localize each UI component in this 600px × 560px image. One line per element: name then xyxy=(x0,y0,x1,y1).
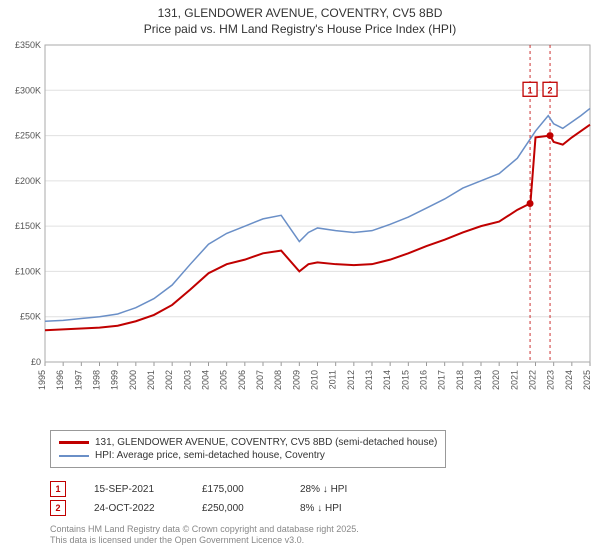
svg-text:2010: 2010 xyxy=(310,370,320,390)
svg-text:2009: 2009 xyxy=(291,370,301,390)
sale-marker-1: 1 xyxy=(50,481,66,497)
chart-container: 131, GLENDOWER AVENUE, COVENTRY, CV5 8BD… xyxy=(0,0,600,560)
chart-title: 131, GLENDOWER AVENUE, COVENTRY, CV5 8BD… xyxy=(0,0,600,37)
sale-delta-1: 28% ↓ HPI xyxy=(300,484,347,495)
legend-swatch-property xyxy=(59,441,89,444)
legend-label-hpi: HPI: Average price, semi-detached house,… xyxy=(95,450,325,461)
svg-text:1: 1 xyxy=(528,85,533,95)
svg-text:£250K: £250K xyxy=(15,131,41,141)
svg-text:2018: 2018 xyxy=(455,370,465,390)
sale-row-2: 2 24-OCT-2022 £250,000 8% ↓ HPI xyxy=(50,500,347,516)
svg-text:2014: 2014 xyxy=(382,370,392,390)
legend-row-hpi: HPI: Average price, semi-detached house,… xyxy=(59,450,437,461)
svg-text:2004: 2004 xyxy=(201,370,211,390)
sale-price-1: £175,000 xyxy=(202,484,272,495)
svg-text:£300K: £300K xyxy=(15,85,41,95)
svg-text:2000: 2000 xyxy=(128,370,138,390)
svg-text:2025: 2025 xyxy=(582,370,592,390)
svg-text:£200K: £200K xyxy=(15,176,41,186)
svg-text:2011: 2011 xyxy=(328,370,338,389)
svg-text:2024: 2024 xyxy=(564,370,574,390)
svg-text:£350K: £350K xyxy=(15,40,41,50)
sale-delta-2: 8% ↓ HPI xyxy=(300,503,342,514)
title-line1: 131, GLENDOWER AVENUE, COVENTRY, CV5 8BD xyxy=(0,6,600,22)
attribution: Contains HM Land Registry data © Crown c… xyxy=(50,524,359,546)
sale-row-1: 1 15-SEP-2021 £175,000 28% ↓ HPI xyxy=(50,481,347,497)
svg-text:2019: 2019 xyxy=(473,370,483,390)
title-line2: Price paid vs. HM Land Registry's House … xyxy=(0,22,600,38)
chart-area: £0 £50K £100K £150K £200K £250K £300K £350K 1995… xyxy=(0,37,600,417)
sale-price-2: £250,000 xyxy=(202,503,272,514)
legend-label-property: 131, GLENDOWER AVENUE, COVENTRY, CV5 8BD… xyxy=(95,437,437,448)
svg-text:1998: 1998 xyxy=(92,370,102,390)
legend-row-property: 131, GLENDOWER AVENUE, COVENTRY, CV5 8BD… xyxy=(59,437,437,448)
svg-text:2006: 2006 xyxy=(237,370,247,390)
svg-text:2002: 2002 xyxy=(164,370,174,390)
svg-text:2023: 2023 xyxy=(546,370,556,390)
svg-text:1996: 1996 xyxy=(55,370,65,390)
svg-text:2017: 2017 xyxy=(437,370,447,390)
svg-text:2012: 2012 xyxy=(346,370,356,390)
sale-date-2: 24-OCT-2022 xyxy=(94,503,174,514)
attribution-line1: Contains HM Land Registry data © Crown c… xyxy=(50,524,359,535)
svg-text:2003: 2003 xyxy=(182,370,192,390)
attribution-line2: This data is licensed under the Open Gov… xyxy=(50,535,359,546)
svg-text:1995: 1995 xyxy=(37,370,47,390)
svg-text:1997: 1997 xyxy=(73,370,83,390)
svg-text:£150K: £150K xyxy=(15,221,41,231)
svg-text:£0: £0 xyxy=(31,357,41,367)
svg-text:2: 2 xyxy=(548,85,553,95)
svg-text:2022: 2022 xyxy=(528,370,538,390)
svg-text:2001: 2001 xyxy=(146,370,156,390)
svg-text:2015: 2015 xyxy=(400,370,410,390)
svg-text:2008: 2008 xyxy=(273,370,283,390)
svg-text:£50K: £50K xyxy=(20,312,41,322)
legend: 131, GLENDOWER AVENUE, COVENTRY, CV5 8BD… xyxy=(50,430,446,468)
svg-text:£100K: £100K xyxy=(15,267,41,277)
svg-text:2013: 2013 xyxy=(364,370,374,390)
svg-text:2007: 2007 xyxy=(255,370,265,390)
svg-text:2005: 2005 xyxy=(219,370,229,390)
svg-text:2021: 2021 xyxy=(509,370,519,390)
svg-text:2016: 2016 xyxy=(419,370,429,390)
line-chart: £0 £50K £100K £150K £200K £250K £300K £350K 1995… xyxy=(0,37,600,417)
svg-text:1999: 1999 xyxy=(110,370,120,390)
sale-table: 1 15-SEP-2021 £175,000 28% ↓ HPI 2 24-OC… xyxy=(50,478,347,519)
svg-text:2020: 2020 xyxy=(491,370,501,390)
legend-swatch-hpi xyxy=(59,455,89,457)
sale-date-1: 15-SEP-2021 xyxy=(94,484,174,495)
sale-marker-2: 2 xyxy=(50,500,66,516)
